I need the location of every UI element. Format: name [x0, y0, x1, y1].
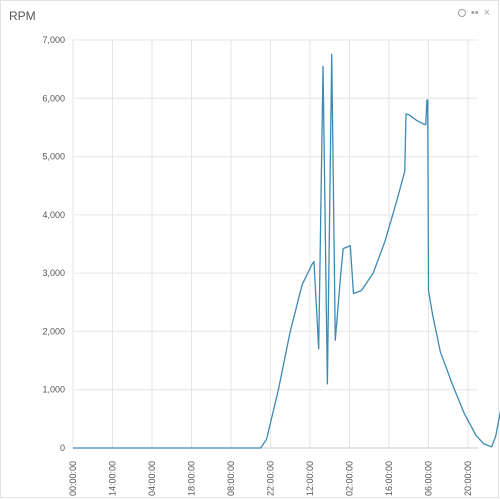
y-tick-label: 2,000: [42, 326, 65, 336]
y-tick-label: 0: [60, 443, 65, 453]
x-tick-label: 00:00:00: [68, 461, 78, 496]
x-tick-label: 22:00:00: [266, 461, 276, 496]
y-tick-label: 3,000: [42, 268, 65, 278]
rpm-series-line: [73, 53, 500, 449]
close-icon[interactable]: ×: [483, 7, 490, 19]
x-tick-label: 08:00:00: [226, 461, 236, 496]
x-tick-label: 12:00:00: [305, 461, 315, 496]
x-tick-label: 02:00:00: [345, 461, 355, 496]
y-tick-label: 7,000: [42, 35, 65, 45]
chart-title: RPM: [9, 9, 36, 23]
y-tick-label: 1,000: [42, 385, 65, 395]
y-tick-label: 4,000: [42, 210, 65, 220]
x-tick-label: 18:00:00: [187, 461, 197, 496]
y-tick-label: 5,000: [42, 152, 65, 162]
y-tick-label: 6,000: [42, 93, 65, 103]
widget-controls: •• ×: [457, 7, 490, 19]
circle-icon[interactable]: [457, 9, 466, 17]
x-tick-label: 14:00:00: [108, 461, 118, 496]
dots-icon[interactable]: ••: [470, 7, 479, 19]
x-tick-label: 06:00:00: [424, 461, 434, 496]
x-tick-label: 04:00:00: [147, 461, 157, 496]
x-tick-label: 20:00:00: [463, 461, 473, 496]
x-tick-label: 16:00:00: [384, 461, 394, 496]
